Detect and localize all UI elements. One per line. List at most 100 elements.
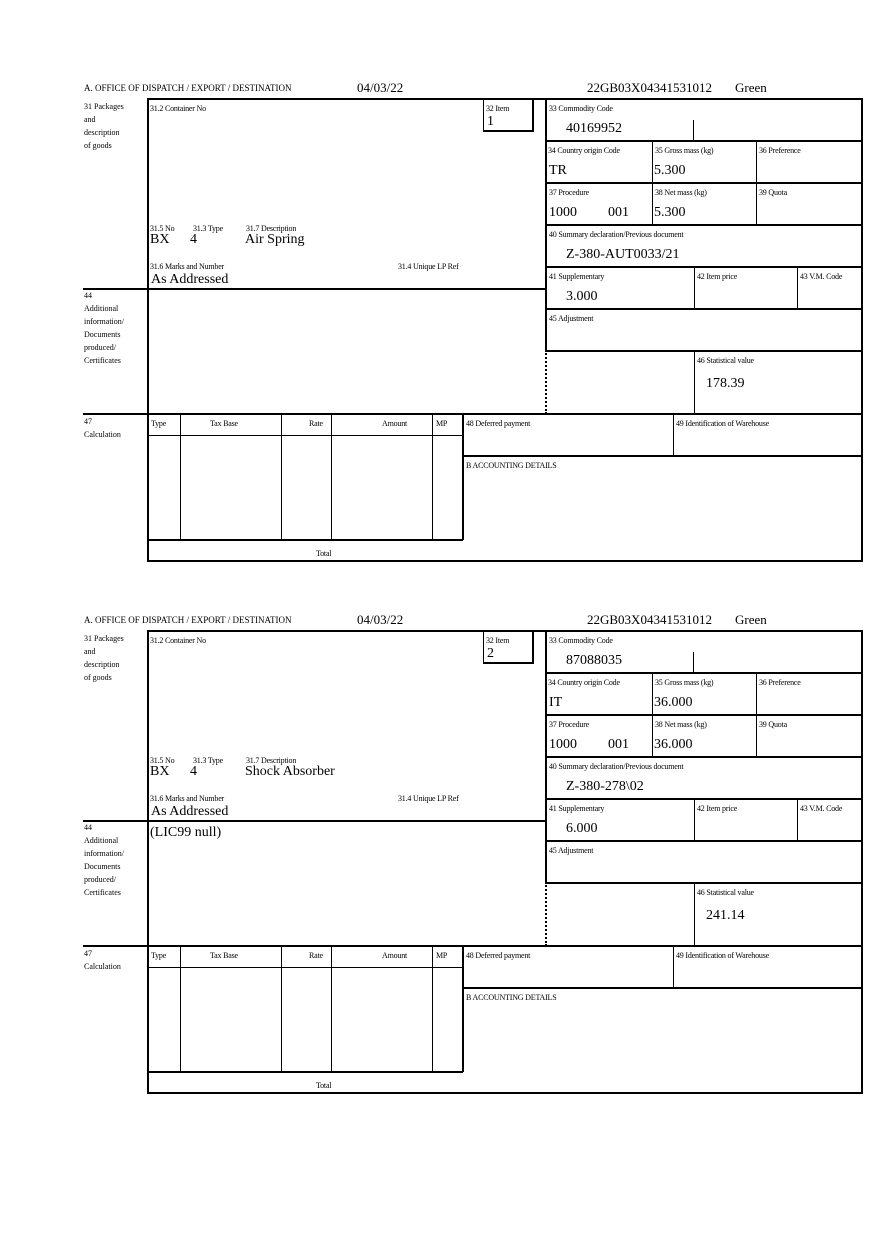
vm-code-label: 43 V.M. Code (800, 272, 843, 281)
procedure-label: 37 Procedure (549, 720, 590, 729)
marks-value: As Addressed (151, 804, 229, 819)
form-rule (545, 224, 863, 226)
net-mass-value: 36.000 (654, 737, 693, 752)
form-rule (545, 714, 863, 716)
gross-mass-value: 36.000 (654, 695, 693, 710)
form-rule (545, 308, 863, 310)
form-rule (462, 455, 863, 457)
additional-info-label: 44 Additional information/ Documents pro… (84, 823, 124, 897)
form-rule (545, 266, 863, 268)
form-rule (693, 120, 694, 140)
deferred-payment-label: 48 Deferred payment (466, 419, 531, 428)
container-no-label: 31.2 Container No (150, 104, 206, 113)
dotted-rule (545, 882, 547, 946)
procedure-label: 37 Procedure (549, 188, 590, 197)
net-mass-value: 5.300 (654, 205, 686, 220)
form-rule (147, 539, 463, 541)
description-label: 31.7 Description (246, 756, 297, 765)
item-label: 32 Item (486, 104, 510, 113)
form-rule (545, 840, 863, 842)
total-label: Total (316, 549, 332, 558)
form-rule (432, 945, 433, 1072)
form-rule (281, 945, 282, 1072)
form-rule (147, 967, 463, 968)
package-kind-value: BX (150, 232, 170, 247)
procedure-value: 1000 (549, 205, 577, 220)
accounting-details-label: B ACCOUNTING DETAILS (466, 993, 557, 1002)
summary-declaration-label: 40 Summary declaration/Previous document (549, 762, 684, 771)
calculation-label: 47 Calculation (84, 949, 121, 971)
form-rule (673, 945, 674, 988)
packages-label: 31 Packages and description of goods (84, 634, 124, 682)
calc-rate-header: Rate (309, 951, 323, 960)
procedure-additional-value: 001 (608, 737, 629, 752)
item-price-label: 42 Item price (697, 272, 738, 281)
gross-mass-label: 35 Gross mass (kg) (655, 678, 714, 687)
description-value: Shock Absorber (245, 764, 335, 779)
preference-label: 36 Preference (759, 146, 801, 155)
preference-label: 36 Preference (759, 678, 801, 687)
deferred-payment-label: 48 Deferred payment (466, 951, 531, 960)
calc-amount-header: Amount (382, 951, 408, 960)
supplementary-value: 6.000 (566, 821, 598, 836)
calc-tax-base-header: Tax Base (210, 419, 238, 428)
additional-info-value: (LIC99 null) (150, 825, 222, 840)
reference-number: 22GB03X04341531012 (587, 612, 712, 627)
calc-tax-base-header: Tax Base (210, 951, 238, 960)
adjustment-label: 45 Adjustment (549, 314, 594, 323)
item-value: 1 (487, 114, 494, 129)
procedure-additional-value: 001 (608, 205, 629, 220)
reference-number: 22GB03X04341531012 (587, 80, 712, 95)
form-rule (694, 882, 695, 946)
office-header: A. OFFICE OF DISPATCH / EXPORT / DESTINA… (84, 83, 292, 93)
unique-lp-label: 31.4 Unique LP Ref (398, 262, 459, 271)
commodity-code-value: 87088035 (566, 653, 622, 668)
form-rule (483, 130, 534, 132)
statistical-value-value: 241.14 (706, 908, 745, 923)
form-rule (545, 182, 863, 184)
form-rule (83, 413, 863, 415)
additional-info-label: 44 Additional information/ Documents pro… (84, 291, 124, 365)
no-label: 31.5 No (150, 756, 175, 765)
description-value: Air Spring (245, 232, 305, 247)
form-rule (545, 140, 863, 142)
gross-mass-value: 5.300 (654, 163, 686, 178)
form-rule (483, 662, 534, 664)
total-label: Total (316, 1081, 332, 1090)
form-rule (532, 98, 534, 132)
calc-mp-header: MP (436, 951, 448, 960)
date: 04/03/22 (357, 612, 404, 627)
supplementary-label: 41 Supplementary (549, 804, 605, 813)
office-header: A. OFFICE OF DISPATCH / EXPORT / DESTINA… (84, 615, 292, 625)
item-value: 2 (487, 646, 494, 661)
container-no-label: 31.2 Container No (150, 636, 206, 645)
date: 04/03/22 (357, 80, 404, 95)
commodity-code-value: 40169952 (566, 121, 622, 136)
form-rule (180, 413, 181, 540)
country-origin-label: 34 Country origin Code (548, 146, 620, 155)
dotted-rule (545, 350, 694, 352)
type-label: 31.3 Type (193, 224, 223, 233)
form-rule (673, 413, 674, 456)
form-rule (483, 98, 484, 131)
form-rule (545, 798, 863, 800)
route-status: Green (735, 80, 767, 95)
supplementary-label: 41 Supplementary (549, 272, 605, 281)
commodity-code-label: 33 Commodity Code (549, 636, 613, 645)
accounting-details-label: B ACCOUNTING DETAILS (466, 461, 557, 470)
type-label: 31.3 Type (193, 756, 223, 765)
form-rule (693, 652, 694, 672)
vm-code-label: 43 V.M. Code (800, 804, 843, 813)
form-rule (281, 413, 282, 540)
form-rule (545, 756, 863, 758)
quota-label: 39 Quota (759, 720, 787, 729)
form-rule (147, 560, 863, 562)
route-status: Green (735, 612, 767, 627)
commodity-code-label: 33 Commodity Code (549, 104, 613, 113)
form-rule (797, 798, 798, 840)
warehouse-label: 49 Identification of Warehouse (676, 951, 769, 960)
form-rule (797, 266, 798, 308)
form-rule (483, 630, 484, 663)
form-rule (331, 945, 332, 1072)
calculation-label: 47 Calculation (84, 417, 121, 439)
